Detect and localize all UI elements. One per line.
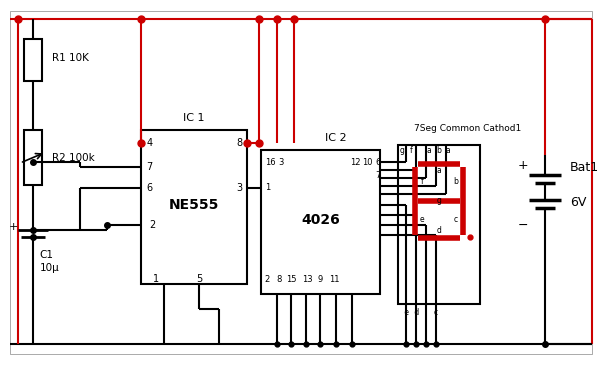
Text: 2: 2 — [149, 220, 155, 230]
Text: 7: 7 — [146, 162, 152, 172]
Text: IC 1: IC 1 — [183, 113, 204, 123]
Text: 1: 1 — [265, 184, 270, 192]
Text: Bat1: Bat1 — [570, 161, 600, 174]
Text: 9: 9 — [318, 275, 322, 284]
Text: c: c — [434, 308, 438, 317]
Text: d: d — [436, 226, 441, 235]
Text: 4026: 4026 — [301, 213, 340, 227]
Text: f: f — [420, 177, 423, 185]
Text: f: f — [410, 146, 413, 155]
Text: +: + — [9, 222, 19, 232]
Text: 11: 11 — [329, 275, 340, 284]
Text: a: a — [436, 166, 441, 174]
Text: 6: 6 — [146, 183, 152, 193]
Text: C1: C1 — [40, 250, 54, 260]
Text: 10μ: 10μ — [40, 262, 59, 273]
Bar — [24, 39, 42, 81]
Text: +: + — [518, 158, 529, 172]
Text: 15: 15 — [287, 275, 297, 284]
Text: 2: 2 — [265, 275, 270, 284]
Text: g: g — [436, 196, 441, 205]
Text: e: e — [402, 308, 410, 317]
Text: NE555: NE555 — [169, 198, 219, 212]
Bar — [142, 130, 247, 284]
Text: 16: 16 — [265, 158, 275, 166]
Text: −: − — [518, 219, 529, 232]
Text: 10: 10 — [362, 158, 373, 166]
Text: 3: 3 — [279, 158, 284, 166]
Text: 3: 3 — [237, 183, 243, 193]
Text: g: g — [399, 146, 405, 155]
Text: 12: 12 — [350, 158, 361, 166]
Text: R1 10K: R1 10K — [52, 53, 88, 63]
Text: e: e — [420, 215, 424, 224]
Text: a: a — [427, 146, 431, 155]
Text: 5: 5 — [196, 273, 202, 284]
Text: 4: 4 — [146, 138, 152, 148]
Bar — [24, 130, 42, 185]
Text: 8: 8 — [237, 138, 243, 148]
Text: 6: 6 — [375, 158, 381, 166]
Text: 8: 8 — [276, 275, 282, 284]
Text: b: b — [453, 177, 458, 185]
Text: 1: 1 — [153, 273, 159, 284]
Text: c: c — [454, 215, 458, 224]
Text: 7: 7 — [375, 170, 381, 180]
Text: 6V: 6V — [570, 196, 587, 210]
Text: b: b — [436, 146, 441, 155]
Bar — [398, 145, 480, 304]
Text: a: a — [445, 146, 450, 155]
Text: IC 2: IC 2 — [324, 133, 346, 143]
Text: 7Seg Common Cathod1: 7Seg Common Cathod1 — [414, 124, 522, 133]
Text: 13: 13 — [302, 275, 313, 284]
Bar — [261, 150, 380, 295]
Text: d: d — [413, 308, 420, 317]
Text: R2 100k: R2 100k — [52, 153, 94, 163]
